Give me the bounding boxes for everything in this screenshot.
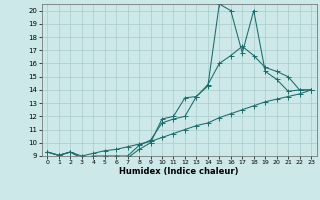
X-axis label: Humidex (Indice chaleur): Humidex (Indice chaleur) [119,167,239,176]
